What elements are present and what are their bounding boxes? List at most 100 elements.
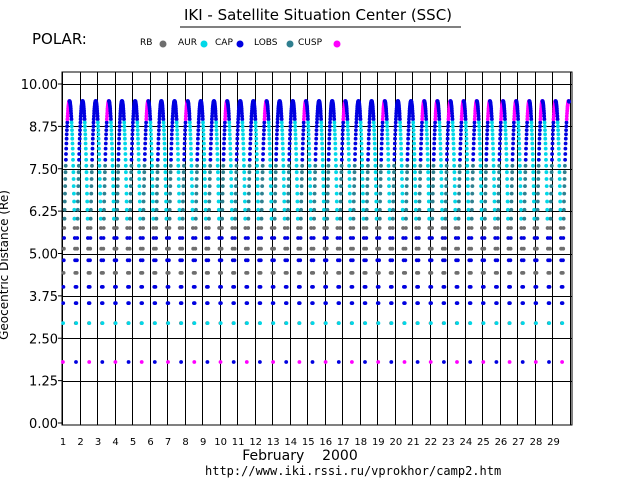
data-point-lobs [470, 199, 474, 204]
data-point-lobs [430, 199, 435, 204]
data-point-cap [118, 117, 122, 122]
data-point-aur [452, 170, 457, 175]
y-tick-label: 1.25 [29, 375, 58, 390]
data-point-aur [242, 184, 247, 189]
data-point-aur [164, 191, 168, 196]
data-point-aur [229, 184, 234, 189]
data-point-aur [542, 124, 547, 129]
data-point-aur [267, 136, 272, 141]
data-point-aur [163, 184, 168, 189]
data-point-cusp [459, 117, 464, 122]
data-point-cusp [223, 117, 228, 122]
data-point-aur [491, 163, 496, 168]
data-point-aur [245, 321, 249, 325]
data-point-rb [430, 226, 434, 230]
data-point-aur [228, 141, 233, 146]
data-point-cap [131, 120, 135, 125]
data-point-aur [82, 120, 87, 125]
data-point-aur [70, 141, 75, 146]
data-point-lobs [391, 184, 396, 189]
data-point-cap [142, 157, 147, 162]
data-point-cap [525, 124, 529, 129]
data-point-cap [485, 128, 490, 133]
data-point-lobs [391, 199, 396, 204]
data-point-lobs [456, 207, 461, 212]
data-point-cap [353, 157, 357, 162]
data-point-aur [373, 152, 377, 156]
data-point-cap [205, 360, 210, 364]
data-point-cusp [525, 117, 530, 122]
legend-label-lobs: LOBS [254, 38, 278, 48]
data-point-cap [287, 152, 292, 156]
data-point-aur [492, 191, 497, 196]
data-point-lobs [102, 191, 107, 196]
data-point-lobs [484, 170, 488, 175]
data-point-rb [259, 246, 263, 251]
data-point-cap [288, 136, 292, 141]
data-point-cap [380, 132, 384, 137]
data-point-aur [176, 170, 181, 175]
data-point-aur [308, 177, 312, 181]
data-point-lobs [431, 184, 435, 189]
data-point-cap [235, 128, 240, 133]
data-point-lobs [142, 177, 147, 181]
data-point-aur [479, 207, 484, 212]
data-point-aur [556, 124, 560, 129]
data-point-aur [398, 128, 403, 133]
data-point-aur [374, 207, 379, 212]
data-point-cap [351, 236, 355, 240]
data-point-lobs [548, 207, 553, 212]
data-point-aur [96, 128, 101, 133]
data-point-aur [507, 321, 512, 325]
data-point-aur [519, 207, 523, 212]
data-point-lobs [457, 163, 462, 168]
data-point-cap [223, 120, 227, 125]
data-point-cap [484, 152, 489, 156]
data-point-rb [114, 246, 119, 251]
data-point-cap [511, 124, 516, 129]
data-point-lobs [405, 163, 410, 168]
data-point-cap [222, 146, 226, 151]
data-point-aur [84, 152, 88, 156]
data-point-cap [327, 136, 332, 141]
data-point-lobs [63, 163, 68, 168]
data-point-cap [82, 117, 87, 122]
data-point-aur [97, 170, 102, 175]
data-point-cap [77, 136, 82, 141]
data-point-cap [292, 117, 297, 122]
data-point-lobs [483, 199, 488, 204]
data-point-lobs [457, 170, 462, 175]
data-point-cap [193, 258, 198, 263]
data-point-lobs [351, 207, 356, 212]
data-point-aur [503, 124, 508, 129]
data-point-lobs [444, 191, 448, 196]
data-point-cap [87, 285, 92, 289]
data-point-lobs [365, 170, 370, 175]
data-point-rb [480, 226, 484, 230]
data-point-aur [281, 170, 286, 175]
data-point-cap [450, 117, 455, 122]
data-point-rb [521, 271, 526, 275]
data-point-cap [261, 152, 265, 156]
data-point-lobs [128, 216, 133, 221]
x-tick-label: 25 [477, 437, 490, 448]
data-point-cap [221, 152, 226, 156]
data-point-aur [450, 124, 455, 129]
data-point-cap [248, 152, 252, 156]
data-point-aur [529, 128, 534, 133]
data-point-rb [193, 246, 198, 251]
data-point-cap [523, 157, 528, 162]
data-point-cap [551, 124, 556, 129]
data-point-aur [503, 132, 508, 137]
data-point-cusp [113, 360, 118, 364]
data-point-lobs [286, 177, 291, 181]
data-point-lobs [366, 163, 370, 168]
data-point-aur [545, 191, 549, 196]
x-tick-label: 11 [232, 437, 245, 448]
data-point-lobs [155, 177, 160, 181]
data-point-aur [490, 124, 495, 129]
data-point-aur [516, 120, 521, 125]
data-point-lobs [548, 216, 553, 221]
data-point-rb [521, 246, 526, 251]
data-point-rb [88, 246, 93, 251]
